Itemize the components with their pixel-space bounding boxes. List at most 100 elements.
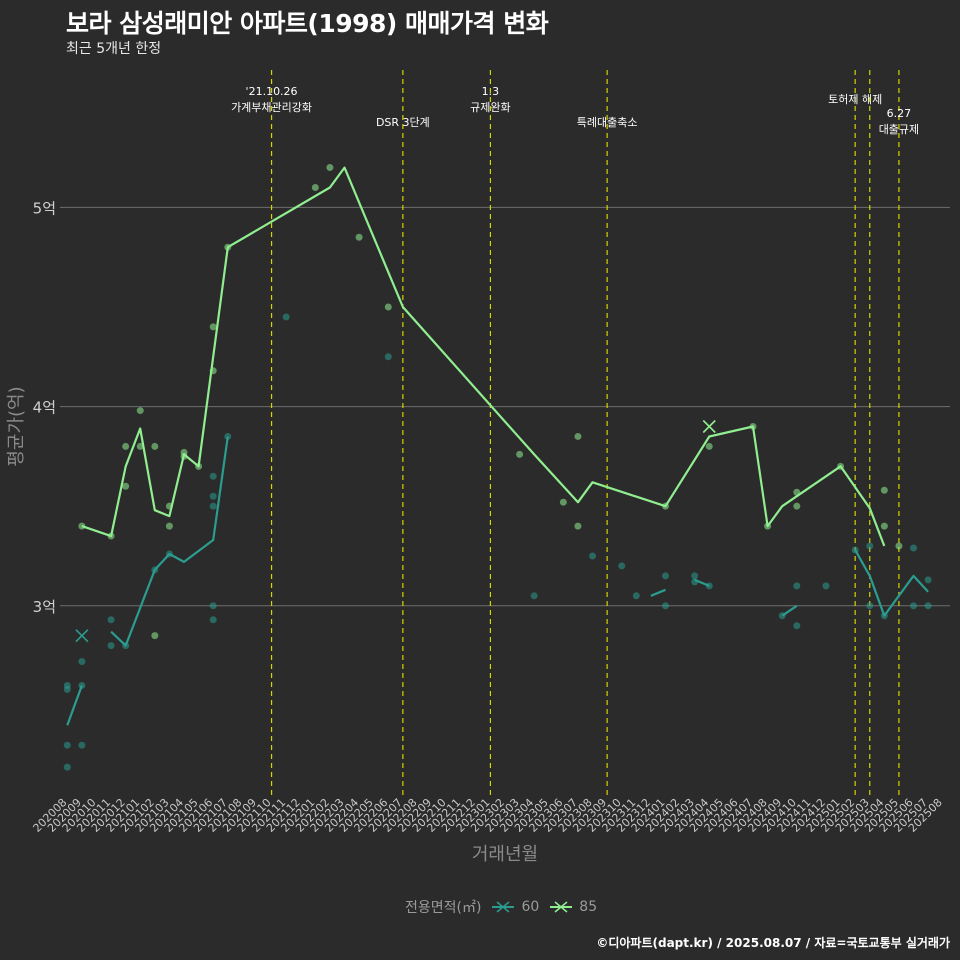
series-60-line [66, 685, 83, 726]
legend-key-60-icon [492, 901, 515, 913]
x-axis-title: 거래년월 [472, 844, 538, 865]
series-60-point [151, 566, 159, 574]
series-60-point [209, 492, 217, 500]
policy-event-label: 가계부채관리강화 [231, 101, 312, 114]
series-60-point [851, 546, 859, 554]
policy-event-label: DSR 3단계 [376, 116, 430, 129]
policy-event-label: 1.3 [482, 85, 500, 98]
policy-event-label: 6.27 [887, 107, 912, 120]
series-60-line [650, 588, 666, 597]
series-60-point [661, 572, 669, 580]
series-60-point [530, 592, 538, 600]
series-85-line [81, 166, 886, 547]
series-85-point [224, 243, 232, 251]
series-85-point [749, 423, 757, 430]
series-85-point [195, 462, 203, 470]
series-60-point [209, 602, 217, 610]
series-60-point [122, 642, 130, 650]
policy-event-label: '21.10.26 [246, 85, 298, 98]
legend-title: 전용면적(㎡) [405, 900, 482, 916]
series-60-point [705, 582, 713, 590]
series-85-point [880, 486, 888, 494]
series-85-point [136, 442, 144, 450]
policy-event-label: 규제완화 [470, 101, 510, 114]
series-85-point [165, 502, 173, 510]
series-60-point [224, 432, 232, 440]
series-60-point [661, 602, 669, 610]
policy-event-label: 특례대출축소 [577, 116, 638, 129]
policy-event-label: 대출규제 [879, 123, 919, 136]
series-60-point [691, 578, 699, 586]
series-85-point [559, 498, 567, 506]
series-60-point [78, 741, 86, 749]
series-60-point [282, 313, 290, 321]
series-60-point [107, 616, 115, 624]
legend-item-85[interactable]: 85 [549, 899, 597, 915]
series-85-point [209, 367, 217, 375]
series-85-point [574, 432, 582, 440]
series-60-point [910, 602, 918, 610]
y-tick-label: 5억 [33, 199, 56, 217]
y-axis-title: 평균가(억) [6, 386, 27, 466]
series-85-point [180, 452, 188, 460]
series-60-point [589, 552, 597, 560]
legend-item-60[interactable]: 60 [491, 899, 539, 915]
chart-title: 보라 삼성래미안 아파트(1998) 매매가격 변화 [66, 9, 549, 38]
y-tick-label: 3억 [33, 598, 56, 616]
series-60-point [778, 612, 786, 620]
series-60-point [78, 681, 86, 689]
series-60-point [793, 622, 801, 630]
series-60-point [209, 502, 217, 510]
series-60-point [822, 582, 830, 590]
policy-event-label: 토허제 해제 [828, 92, 882, 106]
series-85-point [151, 442, 159, 450]
series-60-point [924, 602, 932, 610]
series-85-point [122, 482, 130, 490]
series-85-cross-marker [702, 419, 716, 434]
series-60-cross-marker [75, 629, 89, 643]
series-85-point [880, 522, 888, 530]
series-85-point [516, 450, 524, 458]
series-85-point [793, 488, 801, 496]
legend-label-85: 85 [579, 899, 598, 915]
series-85-point [209, 323, 217, 331]
series-85-point [895, 542, 903, 550]
legend-label-60: 60 [521, 899, 540, 915]
series-60-point [793, 582, 801, 590]
legend-key-85-icon [550, 901, 573, 913]
series-85-point [311, 183, 319, 191]
series-85-point [384, 303, 392, 311]
series-60-point [691, 572, 699, 580]
series-60-point [209, 472, 217, 480]
series-85-point [574, 522, 582, 530]
series-60-point [63, 681, 71, 689]
chart-subtitle: 최근 5개년 한정 [66, 41, 162, 57]
series-85-point [165, 522, 173, 530]
series-85-point [151, 632, 159, 640]
series-85-point [326, 164, 334, 172]
series-60-point [63, 741, 71, 749]
series-60-point [866, 542, 874, 550]
series-60-point [866, 602, 874, 610]
series-60-point [384, 353, 392, 361]
series-85-point [837, 462, 845, 470]
series-60-point [78, 658, 86, 666]
series-60-point [63, 763, 71, 771]
series-85-point [78, 522, 86, 530]
y-tick-label: 4억 [33, 399, 56, 417]
legend: 전용면적(㎡) 60 85 [405, 897, 597, 917]
series-60-point [880, 612, 888, 620]
series-60-point [209, 616, 217, 624]
series-85-point [122, 442, 130, 450]
series-60-point [107, 642, 115, 650]
series-60-point [618, 562, 626, 570]
series-60-point [632, 592, 640, 600]
series-60-line [110, 436, 229, 647]
series-85-point [661, 502, 669, 510]
series-85-point [793, 502, 801, 510]
series-60-point [924, 576, 932, 584]
series-60-point [165, 550, 173, 558]
series-85-point [355, 233, 363, 241]
series-60-point [910, 544, 918, 552]
